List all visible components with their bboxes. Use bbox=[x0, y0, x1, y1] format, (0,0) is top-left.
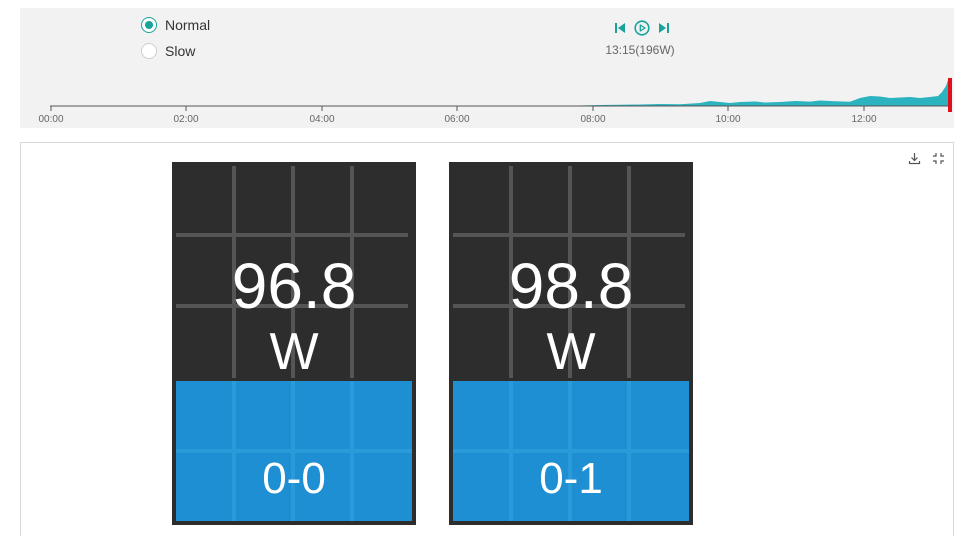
download-icon[interactable] bbox=[907, 151, 921, 165]
device-id-box: 0-1 bbox=[453, 381, 689, 521]
speed-option-normal-label: Normal bbox=[165, 17, 211, 33]
id-grid-line bbox=[176, 449, 412, 453]
card-grid-line bbox=[291, 166, 295, 378]
card-grid-line bbox=[627, 166, 631, 378]
card-grid-line bbox=[350, 166, 354, 378]
device-power-unit: W bbox=[269, 323, 319, 381]
tick-label-0200: 02:00 bbox=[173, 114, 198, 125]
tick-label-0400: 04:00 bbox=[309, 114, 334, 125]
playback-timeline-panel: Normal Slow 13:15(196W) 00:00 02:00 0 bbox=[20, 8, 954, 128]
current-time-readout: 13:15(196W) bbox=[605, 43, 675, 57]
fullscreen-icon[interactable] bbox=[931, 151, 945, 165]
device-power-value: 96.8 bbox=[231, 250, 357, 322]
play-circle-icon[interactable] bbox=[634, 20, 650, 36]
tick-label-0600: 06:00 bbox=[444, 114, 469, 125]
device-power-value: 98.8 bbox=[508, 250, 634, 322]
timeline-power-area bbox=[576, 80, 948, 106]
device-id-label: 0-1 bbox=[539, 454, 603, 503]
skip-forward-icon[interactable] bbox=[656, 20, 672, 36]
radio-slow[interactable] bbox=[141, 43, 157, 59]
card-grid-line bbox=[453, 304, 685, 308]
timeline-cursor-handle[interactable] bbox=[948, 78, 952, 112]
device-id-box: 0-0 bbox=[176, 381, 412, 521]
speed-option-normal[interactable]: Normal bbox=[141, 17, 210, 33]
speed-option-slow-label: Slow bbox=[165, 43, 196, 59]
card-grid-line bbox=[176, 304, 408, 308]
speed-option-slow[interactable]: Slow bbox=[141, 43, 195, 59]
card-grid-line bbox=[509, 166, 513, 378]
device-card-0-0[interactable]: 96.8 W 0-0 bbox=[172, 162, 416, 525]
device-power-unit: W bbox=[546, 323, 596, 381]
device-card-0-1[interactable]: 98.8 W 0-1 bbox=[449, 162, 693, 525]
device-panel: 96.8 W 0-0 98.8 W 0-1 bbox=[20, 142, 954, 536]
skip-back-icon[interactable] bbox=[612, 20, 628, 36]
tick-label-0000: 00:00 bbox=[38, 114, 63, 125]
panel-toolbar bbox=[907, 151, 945, 165]
radio-normal[interactable] bbox=[141, 17, 157, 33]
tick-label-0800: 08:00 bbox=[580, 114, 605, 125]
tick-label-1200: 12:00 bbox=[851, 114, 876, 125]
device-id-label: 0-0 bbox=[262, 454, 326, 503]
card-grid-line bbox=[568, 166, 572, 378]
card-grid-line bbox=[232, 166, 236, 378]
timeline-ticks bbox=[50, 106, 865, 111]
card-grid-line bbox=[453, 233, 685, 237]
player-controls bbox=[612, 20, 672, 36]
tick-label-1000: 10:00 bbox=[715, 114, 740, 125]
id-grid-line bbox=[453, 449, 689, 453]
timeline-chart[interactable]: 00:00 02:00 04:00 06:00 08:00 10:00 12:0… bbox=[20, 68, 954, 128]
card-grid-line bbox=[176, 233, 408, 237]
